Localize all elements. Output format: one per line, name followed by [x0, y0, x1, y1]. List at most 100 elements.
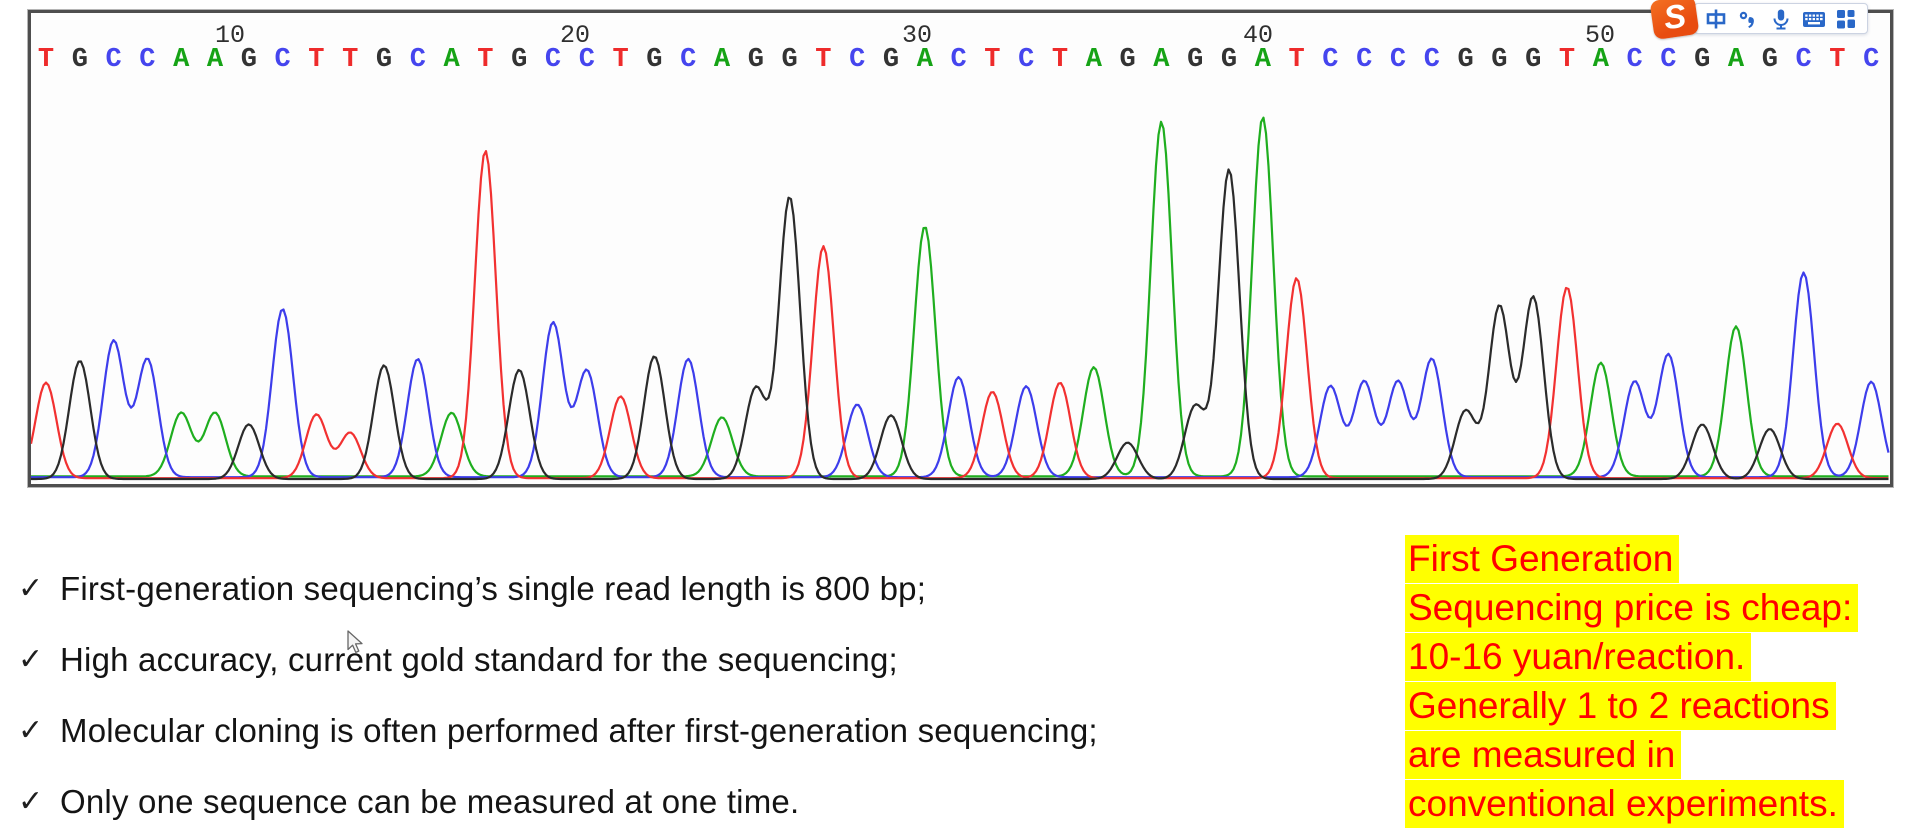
note-line-text: are measured in: [1405, 731, 1682, 779]
checkmark-icon: ✓: [18, 571, 44, 606]
base-call-letter: C: [1389, 45, 1407, 75]
base-call-letter: G: [1491, 45, 1508, 75]
base-call-letter: A: [173, 45, 190, 75]
trace-T: [31, 150, 1889, 480]
position-tick-label: 40: [1242, 21, 1274, 50]
base-call-letter: T: [1558, 45, 1576, 75]
base-call-letter: T: [477, 45, 494, 75]
note-line-text: Generally 1 to 2 reactions: [1405, 682, 1836, 730]
base-call-letter: C: [409, 45, 426, 75]
base-call-letter: A: [1254, 45, 1271, 75]
trace-A: [31, 116, 1889, 478]
base-call-letter: G: [1457, 45, 1474, 75]
base-call-letter: C: [1018, 45, 1035, 75]
base-call-letter: A: [1153, 45, 1170, 75]
punctuation-icon[interactable]: [1736, 7, 1760, 31]
base-call-letter: C: [1795, 45, 1812, 75]
base-call-letter: C: [1626, 45, 1643, 75]
bullet-item: ✓ First-generation sequencing’s single re…: [18, 553, 1098, 624]
base-call-letter: T: [342, 45, 359, 75]
bullet-item: ✓ Molecular cloning is often performed af…: [18, 695, 1098, 766]
base-call-letter: G: [882, 45, 900, 75]
base-call-letter: C: [950, 45, 967, 75]
base-call-letter: C: [849, 45, 866, 75]
position-tick-label: 50: [1584, 21, 1616, 50]
note-line-text: Sequencing price is cheap:: [1405, 584, 1859, 632]
note-line: are measured in: [1405, 731, 1858, 780]
base-call-letter: T: [1051, 45, 1069, 75]
base-call-letter: G: [781, 45, 798, 75]
sogou-logo[interactable]: S: [1649, 0, 1700, 40]
base-call-letter: G: [1220, 45, 1238, 75]
base-call-letter: C: [578, 45, 595, 75]
base-call-letter: G: [747, 45, 764, 75]
note-line: First Generation: [1405, 535, 1858, 584]
svg-text:S: S: [1661, 0, 1688, 36]
base-call-letter: T: [308, 45, 325, 75]
bullet-list: ✓ First-generation sequencing’s single re…: [18, 553, 1098, 837]
base-call-letter: C: [1660, 45, 1677, 75]
base-call-letter: T: [612, 45, 629, 75]
base-call-letter: G: [71, 45, 88, 75]
base-call-letter: G: [240, 45, 257, 75]
base-call-letter: C: [544, 45, 562, 75]
note-line-text: First Generation: [1405, 535, 1680, 583]
base-call-letter: A: [713, 45, 731, 75]
base-call-letter: C: [139, 45, 156, 75]
note-line: Generally 1 to 2 reactions: [1405, 682, 1858, 731]
base-call-letter: T: [815, 45, 832, 75]
base-call-letter: C: [1356, 45, 1373, 75]
base-call-letter: T: [1829, 45, 1846, 75]
base-call-letter: A: [1592, 45, 1609, 75]
base-call-letter: G: [1761, 45, 1778, 75]
base-call-letter: G: [1694, 45, 1711, 75]
microphone-icon[interactable]: [1769, 7, 1793, 31]
bullet-text: High accuracy, current gold standard for…: [60, 640, 898, 678]
base-call-letter: G: [646, 45, 663, 75]
base-call-letter: C: [680, 45, 697, 75]
base-call-letter: G: [1187, 45, 1204, 75]
note-line: conventional experiments.: [1405, 780, 1858, 829]
bullet-item: ✓ Only one sequence can be measured at on…: [18, 766, 1098, 837]
base-call-letter: G: [375, 45, 393, 75]
position-tick-label: 20: [559, 21, 591, 50]
base-call-letter: A: [916, 45, 933, 75]
note-line-text: 10-16 yuan/reaction.: [1405, 633, 1752, 681]
base-call-letter: C: [1322, 45, 1339, 75]
base-call-letter: A: [206, 45, 224, 75]
bullet-text: Molecular cloning is often performed aft…: [60, 711, 1098, 749]
note-box: First Generation Sequencing price is chea…: [1405, 535, 1859, 829]
base-call-letter: T: [1288, 45, 1305, 75]
trace-G: [31, 168, 1889, 481]
checkmark-icon: ✓: [18, 642, 44, 677]
position-tick-label: 30: [901, 21, 933, 50]
base-call-letter: C: [1863, 45, 1880, 75]
chinese-mode-icon[interactable]: [1704, 7, 1728, 31]
base-call-letter: T: [37, 45, 55, 75]
base-call-letter: A: [1085, 45, 1102, 75]
note-line-text: conventional experiments.: [1405, 780, 1844, 828]
checkmark-icon: ✓: [18, 784, 44, 819]
sogou-s-icon: S: [1661, 0, 1688, 36]
base-call-letter: T: [984, 45, 1001, 75]
chromatogram-trace-plot: [31, 116, 1890, 481]
base-call-letter: C: [105, 45, 122, 75]
base-call-letter: G: [1119, 45, 1136, 75]
bullet-text: First-generation sequencing’s single rea…: [60, 569, 927, 607]
keyboard-icon[interactable]: [1802, 7, 1826, 31]
base-call-letter: A: [1727, 45, 1745, 75]
apps-grid-icon[interactable]: [1834, 7, 1858, 31]
base-call-letter: C: [274, 45, 291, 75]
note-line: 10-16 yuan/reaction.: [1405, 633, 1858, 682]
base-call-letter: G: [1525, 45, 1542, 75]
mouse-cursor-icon: [347, 630, 363, 654]
base-call-letter: A: [443, 45, 460, 75]
ime-toolbar: [1694, 3, 1868, 34]
trace-C: [31, 271, 1890, 479]
base-call-letter: C: [1423, 45, 1440, 75]
position-tick-label: 10: [214, 21, 246, 50]
bullet-item: ✓ High accuracy, current gold standard fo…: [18, 624, 1098, 695]
note-line: Sequencing price is cheap:: [1405, 584, 1859, 633]
checkmark-icon: ✓: [18, 713, 44, 748]
